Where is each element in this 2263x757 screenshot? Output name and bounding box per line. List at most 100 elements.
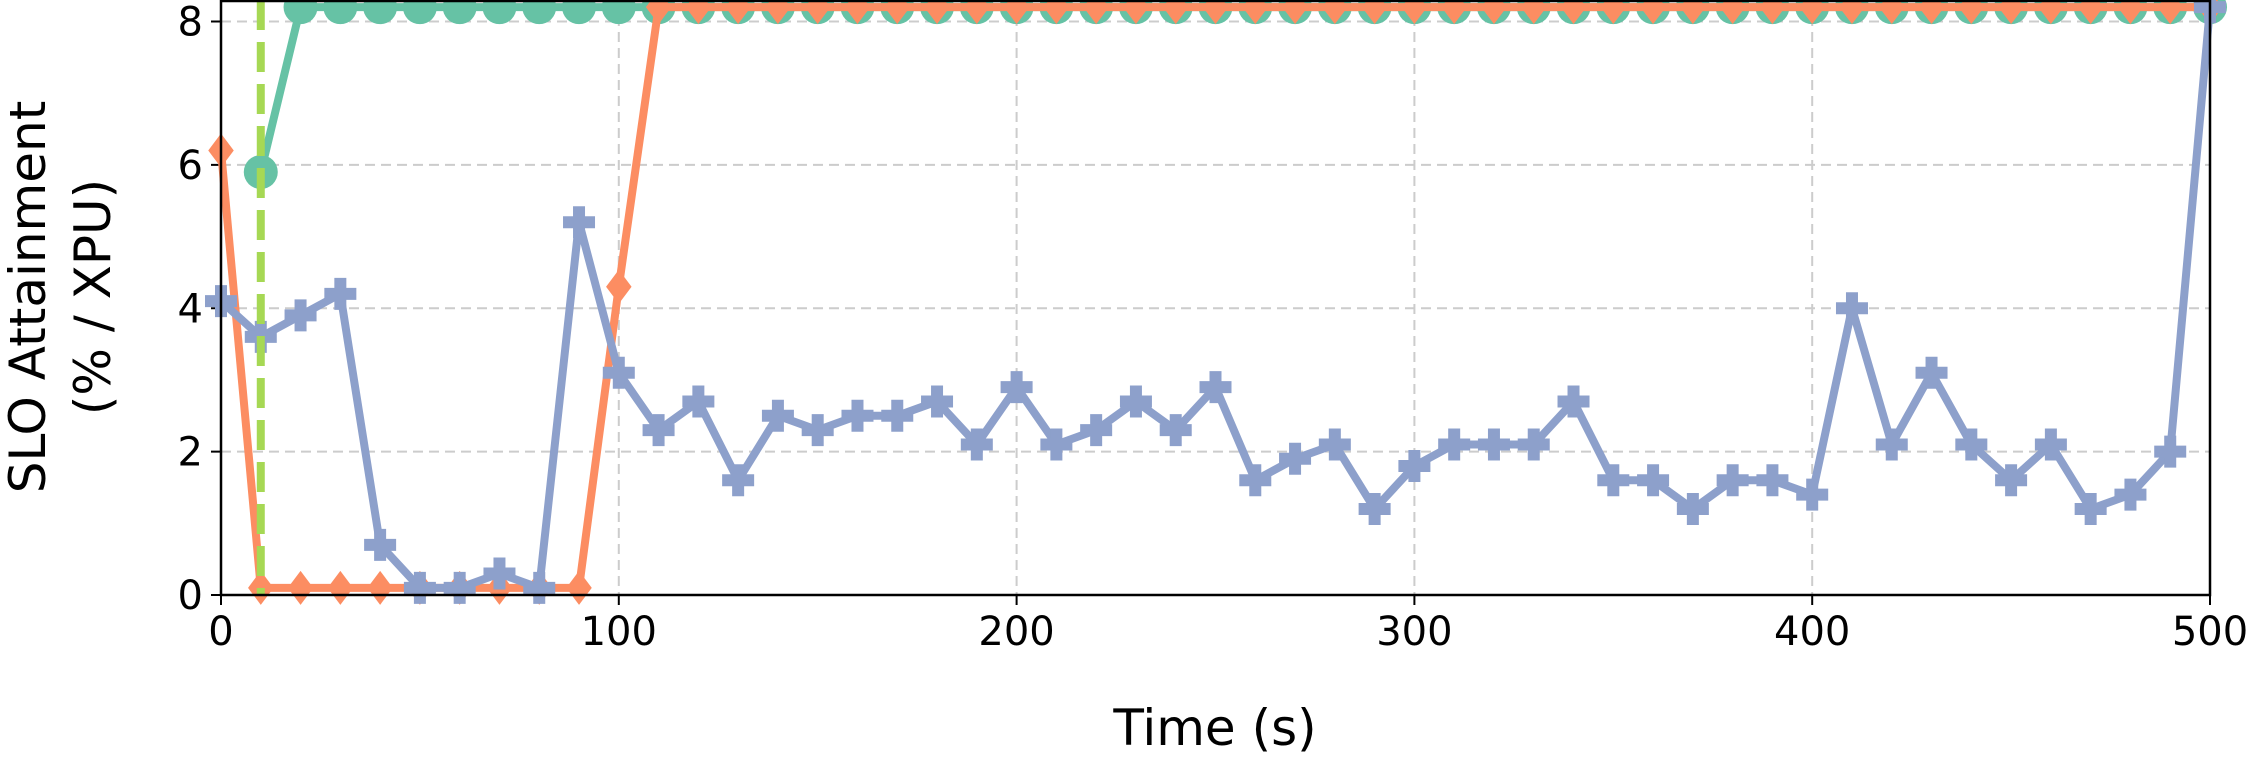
marker <box>482 0 517 25</box>
marker <box>1958 0 1985 25</box>
marker <box>563 206 596 239</box>
marker <box>1600 0 1627 25</box>
marker <box>483 557 516 590</box>
marker <box>1481 0 1507 25</box>
marker <box>1875 428 1908 461</box>
marker <box>1043 0 1070 25</box>
marker <box>1401 0 1428 25</box>
marker <box>1557 385 1590 418</box>
marker <box>1199 371 1232 404</box>
marker <box>287 570 314 605</box>
marker <box>1441 0 1467 25</box>
y-tick-label: 6 <box>178 143 203 189</box>
marker <box>1119 385 1152 418</box>
marker <box>324 277 357 310</box>
marker <box>1438 428 1471 461</box>
marker <box>566 570 592 605</box>
marker <box>964 0 990 25</box>
marker <box>1520 0 1547 25</box>
y-tick-label: 8 <box>178 0 203 46</box>
y-tick-label: 0 <box>178 573 203 619</box>
marker <box>327 570 354 605</box>
marker <box>323 0 358 25</box>
marker <box>248 570 274 605</box>
marker <box>725 0 751 25</box>
marker <box>1998 0 2024 25</box>
marker <box>523 571 556 604</box>
marker <box>1159 414 1192 447</box>
marker <box>844 0 871 25</box>
marker <box>2154 435 2187 468</box>
marker <box>682 385 715 418</box>
x-tick-label: 300 <box>1376 609 1452 655</box>
marker <box>1282 0 1308 25</box>
marker <box>1799 0 1825 25</box>
marker <box>1318 428 1351 461</box>
marker <box>442 0 477 25</box>
marker <box>1162 0 1189 25</box>
series-line <box>217 3 2210 592</box>
marker <box>1000 371 1033 404</box>
marker <box>1995 464 2028 497</box>
marker <box>363 0 398 25</box>
marker <box>602 356 635 389</box>
marker <box>1915 356 1948 389</box>
marker <box>645 0 672 25</box>
marker <box>1719 0 1746 25</box>
x-tick-label: 100 <box>581 609 657 655</box>
marker <box>1955 428 1988 461</box>
y-tick-label: 2 <box>178 430 203 476</box>
marker <box>2034 428 2067 461</box>
marker <box>1322 0 1348 25</box>
marker <box>1597 464 1630 497</box>
marker <box>1279 442 1312 475</box>
x-tick-label: 200 <box>978 609 1054 655</box>
marker <box>1716 464 1749 497</box>
marker <box>801 414 834 447</box>
marker <box>841 399 874 432</box>
marker <box>1361 0 1388 25</box>
series-line <box>256 3 2210 173</box>
plot <box>205 0 2227 605</box>
marker <box>1640 0 1666 25</box>
marker <box>765 0 791 25</box>
marker <box>1040 428 1073 461</box>
marker <box>1676 492 1709 525</box>
y-axis-label: (% / XPU) <box>64 179 122 415</box>
axes-frame <box>219 0 2212 597</box>
marker <box>1680 0 1706 25</box>
marker <box>1517 428 1550 461</box>
marker <box>1477 428 1510 461</box>
x-tick-label: 0 <box>208 609 233 655</box>
marker <box>403 571 436 604</box>
marker <box>685 0 712 25</box>
marker <box>1239 464 1272 497</box>
x-axis-label: Time (s) <box>1112 699 1316 757</box>
marker <box>881 399 914 432</box>
y-tick-label: 4 <box>178 286 203 332</box>
marker <box>2038 0 2064 25</box>
marker <box>402 0 437 25</box>
marker <box>1918 0 1945 25</box>
marker <box>1080 414 1113 447</box>
marker <box>1560 0 1587 25</box>
marker <box>2117 0 2144 25</box>
x-tick-label: 400 <box>1774 609 1850 655</box>
marker <box>2157 0 2183 25</box>
marker <box>2114 478 2147 511</box>
marker <box>1756 464 1789 497</box>
marker <box>1839 0 1865 25</box>
marker <box>1083 0 1109 25</box>
marker <box>1003 0 1030 25</box>
series-line <box>218 6 2214 592</box>
marker <box>562 0 597 25</box>
marker <box>522 0 557 25</box>
marker <box>284 299 317 332</box>
marker <box>921 385 954 418</box>
marker <box>722 464 755 497</box>
marker <box>1123 0 1149 25</box>
marker <box>1796 478 1829 511</box>
marker <box>364 528 397 561</box>
marker <box>1202 0 1229 25</box>
marker <box>924 0 950 25</box>
